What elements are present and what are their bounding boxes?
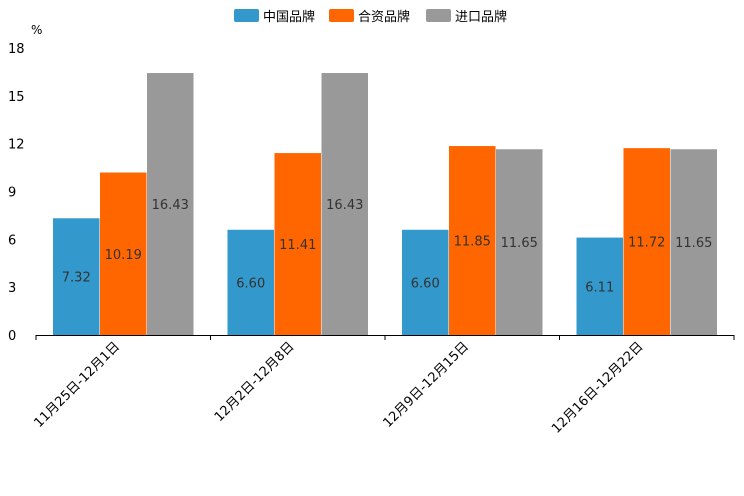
y-tick-label: 15 <box>8 90 25 105</box>
value-label: 6.11 <box>585 280 614 295</box>
x-category-label: 12月2日-12月8日 <box>212 339 298 425</box>
x-category-label: 12月16日-12月22日 <box>549 339 646 436</box>
value-label: 10.19 <box>105 248 142 263</box>
bars-group <box>53 73 717 335</box>
value-label: 16.43 <box>326 198 363 213</box>
value-label: 11.72 <box>628 236 665 251</box>
value-label: 16.43 <box>152 198 189 213</box>
legend: 中国品牌 合资品牌 进口品牌 <box>234 9 507 25</box>
x-category-label: 11月25日-12月1日 <box>31 339 123 431</box>
bar-series1-cat1 <box>53 218 100 335</box>
value-label: 7.32 <box>62 271 91 286</box>
y-tick-label: 6 <box>8 233 16 248</box>
y-tick-label: 0 <box>8 329 16 344</box>
bar-series1-cat4 <box>576 237 623 335</box>
bar-series2-cat2 <box>274 153 321 335</box>
bar-series3-cat2 <box>321 73 368 335</box>
legend-label-1: 中国品牌 <box>263 9 315 25</box>
bar-series2-cat4 <box>623 148 670 335</box>
bar-series1-cat3 <box>402 229 449 335</box>
value-label: 11.65 <box>675 236 712 251</box>
bar-series3-cat3 <box>496 149 543 335</box>
bar-series1-cat2 <box>227 229 274 335</box>
bar-series2-cat1 <box>100 172 147 335</box>
bar-series2-cat3 <box>449 146 496 335</box>
value-label: 6.60 <box>411 276 440 291</box>
legend-label-2: 合资品牌 <box>358 9 410 25</box>
y-tick-label: 9 <box>8 186 16 201</box>
value-label: 11.41 <box>279 238 316 253</box>
value-labels-group: 7.32 10.19 16.43 6.60 11.41 16.43 6.60 11.85 11.… <box>62 198 713 295</box>
y-tick-label: 12 <box>8 138 25 153</box>
value-label: 6.60 <box>236 276 265 291</box>
legend-swatch-1 <box>234 9 259 22</box>
bar-series3-cat1 <box>147 73 194 335</box>
y-tick-label: 3 <box>8 281 16 296</box>
y-axis: 0 3 6 9 12 15 18 <box>8 42 25 344</box>
value-label: 11.85 <box>454 235 491 250</box>
value-label: 11.65 <box>501 236 538 251</box>
legend-swatch-2 <box>329 9 354 22</box>
y-axis-unit-label: % <box>31 23 42 37</box>
y-tick-label: 18 <box>8 42 25 57</box>
bar-series3-cat4 <box>670 149 717 335</box>
x-category-label: 12月9日-12月15日 <box>380 339 472 431</box>
legend-swatch-3 <box>426 9 451 22</box>
x-axis: 11月25日-12月1日 12月2日-12月8日 12月9日-12月15日 12月16… <box>31 335 735 437</box>
legend-label-3: 进口品牌 <box>455 9 507 25</box>
